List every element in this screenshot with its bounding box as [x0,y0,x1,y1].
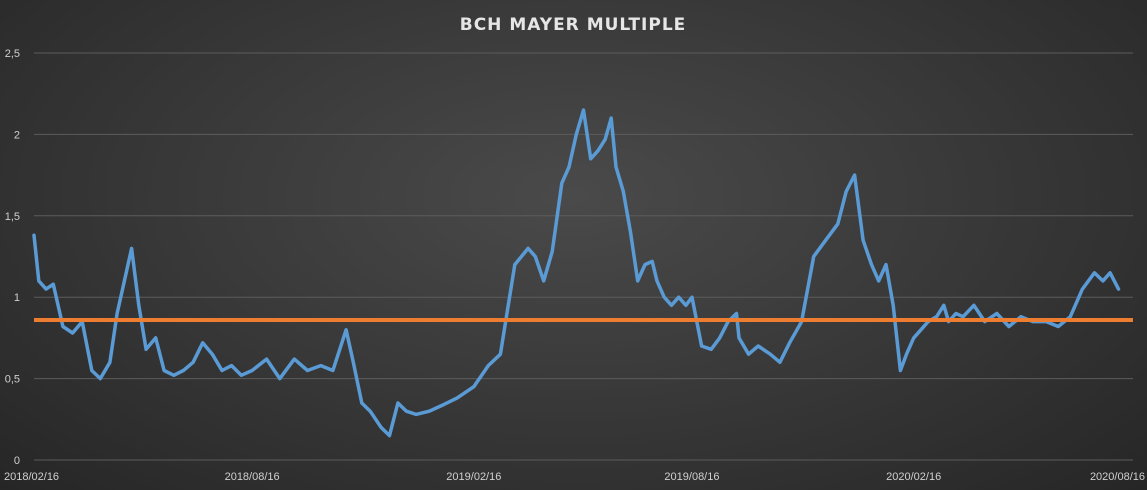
y-tick-label: 1 [14,292,20,304]
y-tick-label: 0,5 [5,374,20,386]
chart-title: BCH MAYER MULTIPLE [460,15,687,35]
y-tick-label: 0 [14,455,20,467]
mayer-multiple-line [32,108,1121,438]
x-tick-label: 2018/02/16 [4,471,59,483]
gridlines [34,52,1133,461]
x-tick-label: 2020/02/16 [886,471,941,483]
x-tick-label: 2018/08/16 [225,471,280,483]
series-layer [32,108,1133,438]
x-tick-label: 2020/08/16 [1090,471,1145,483]
x-axis-ticks: 2018/02/16 2018/08/16 2019/02/16 2019/08/16… [4,471,1145,483]
y-axis-ticks: 0 0,5 1 1,5 2 2,5 [5,48,20,467]
y-tick-label: 2 [14,129,20,141]
y-tick-label: 1,5 [5,211,20,223]
y-tick-label: 2,5 [5,48,20,60]
x-tick-label: 2019/08/16 [664,471,719,483]
x-tick-label: 2019/02/16 [446,471,501,483]
